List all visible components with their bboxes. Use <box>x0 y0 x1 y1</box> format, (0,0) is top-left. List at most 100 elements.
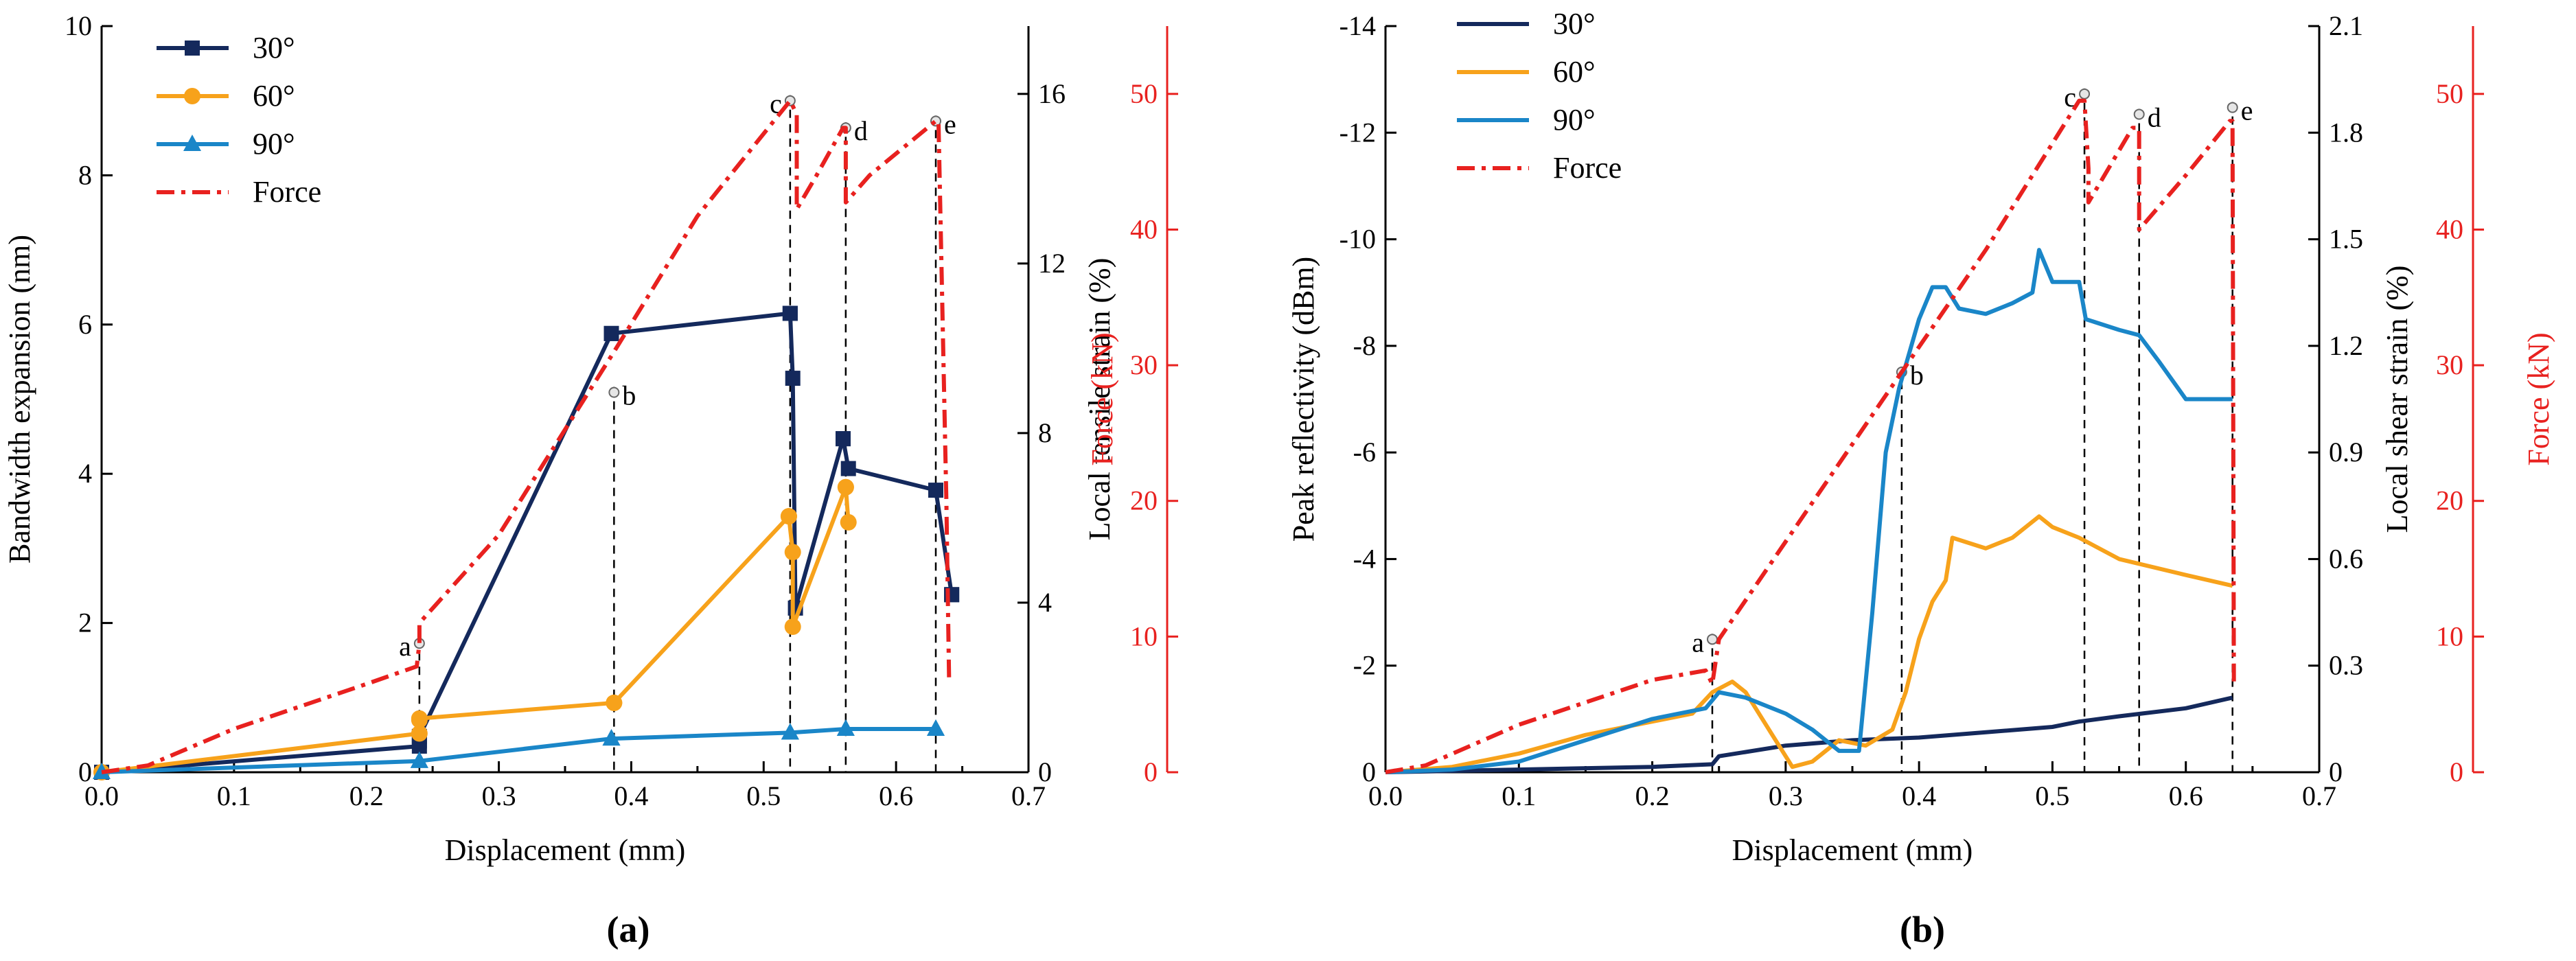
event-label-e: e <box>2241 95 2253 126</box>
event-point-d <box>2133 108 2145 120</box>
left-tick-label: 2 <box>78 607 92 638</box>
event-point-a <box>1707 634 1718 645</box>
left-tick-label: 4 <box>78 458 92 489</box>
x-tick-label: 0.6 <box>2169 780 2203 811</box>
data-point-marker <box>840 461 856 476</box>
x-tick-label: 0.1 <box>217 780 251 811</box>
event-label-a: a <box>1692 627 1704 658</box>
data-point-marker <box>840 513 857 531</box>
event-label-d: d <box>854 115 868 146</box>
right-strain-tick-label: 4 <box>1038 587 1052 618</box>
data-point-marker <box>606 694 623 711</box>
right-force-axis-title: Force (kN) <box>2522 332 2555 465</box>
right-force-tick-label: 40 <box>2436 213 2463 244</box>
data-point-marker <box>411 710 428 727</box>
event-label-d: d <box>2148 102 2161 132</box>
left-tick-label: -2 <box>1353 650 1376 681</box>
data-point-marker <box>836 431 851 447</box>
x-tick-label: 0.2 <box>1635 780 1670 811</box>
panel-label: (a) <box>607 909 650 950</box>
right-strain-tick-label: 0.6 <box>2329 543 2363 574</box>
data-point-marker <box>602 729 621 746</box>
right-force-tick-label: 50 <box>1130 78 1158 109</box>
x-axis-title: Displacement (mm) <box>445 833 686 867</box>
legend-label-2: 90° <box>1553 103 1596 137</box>
x-tick-label: 0.7 <box>1011 780 1046 811</box>
x-tick-label: 0.0 <box>84 780 119 811</box>
right-force-tick-label: 40 <box>1130 213 1158 244</box>
data-point-marker <box>784 544 801 561</box>
right-force-tick-label: 30 <box>2436 349 2463 380</box>
data-point-marker <box>927 719 945 736</box>
x-tick-label: 0.7 <box>2302 780 2336 811</box>
right-force-tick-label: 20 <box>2436 485 2463 516</box>
x-tick-label: 0.1 <box>1502 780 1536 811</box>
legend-label-3: Force <box>1553 151 1622 185</box>
series-line-60deg <box>1385 514 2233 774</box>
legend-label-3: Force <box>253 175 321 209</box>
series-line-force <box>1385 98 2236 774</box>
legend-label-0: 30° <box>1553 7 1596 40</box>
panel-b: 0.0 0.1 0.2 0.3 0.4 0.5 0.6 0.70-2-4-6-8-10-12-… <box>1287 7 2555 950</box>
left-tick-label: 6 <box>78 309 92 340</box>
data-point-marker <box>836 719 855 736</box>
series-line-30deg <box>1385 695 2233 774</box>
right-force-axis-title: Force (kN) <box>1085 332 1119 465</box>
right-strain-axis-title: Local shear strain (%) <box>2380 266 2414 533</box>
right-force-tick-label: 10 <box>1130 621 1158 651</box>
right-force-tick-label: 0 <box>2450 756 2463 787</box>
legend-label-2: 90° <box>253 127 295 161</box>
legend-marker <box>185 40 200 56</box>
data-point-marker <box>782 305 798 321</box>
left-axis-title: Bandwidth expansion (nm) <box>3 235 36 564</box>
event-point-e <box>2227 102 2238 113</box>
event-label-b: b <box>1910 360 1924 391</box>
legend-marker <box>184 88 200 104</box>
right-strain-tick-label: 0.3 <box>2329 650 2363 681</box>
panel-a: 0.0 0.1 0.2 0.3 0.4 0.5 0.6 0.70246810048121601… <box>3 10 1178 950</box>
left-tick-label: 10 <box>65 10 92 41</box>
data-point-marker <box>410 751 428 768</box>
right-strain-tick-label: 12 <box>1038 248 1066 279</box>
left-tick-label: 0 <box>1362 756 1376 787</box>
data-point-marker <box>784 618 801 636</box>
right-strain-tick-label: 1.5 <box>2329 224 2363 255</box>
right-force-tick-label: 10 <box>2436 621 2463 651</box>
left-tick-label: -14 <box>1339 10 1376 41</box>
panel-label: (b) <box>1900 909 1945 950</box>
left-tick-label: -12 <box>1339 117 1376 148</box>
x-axis-title: Displacement (mm) <box>1732 833 1973 867</box>
right-strain-tick-label: 2.1 <box>2329 10 2363 41</box>
left-tick-label: 0 <box>78 756 92 787</box>
right-force-tick-label: 50 <box>2436 78 2463 109</box>
event-label-a: a <box>399 631 411 662</box>
right-strain-tick-label: 0 <box>1038 756 1052 787</box>
x-tick-label: 0.0 <box>1368 780 1403 811</box>
right-force-tick-label: 0 <box>1144 756 1158 787</box>
left-tick-label: -8 <box>1353 330 1376 361</box>
x-tick-label: 0.6 <box>879 780 913 811</box>
right-strain-axis-title: Local tensile strain (%) <box>1083 258 1116 541</box>
x-tick-label: 0.5 <box>2035 780 2069 811</box>
event-point-c <box>2079 88 2091 100</box>
left-tick-label: 8 <box>78 159 92 190</box>
left-tick-label: -4 <box>1353 543 1376 574</box>
right-force-tick-label: 30 <box>1130 349 1158 380</box>
left-axis-title: Peak reflectivity (dBm) <box>1287 257 1320 542</box>
x-tick-label: 0.4 <box>1902 780 1936 811</box>
right-strain-tick-label: 1.2 <box>2329 330 2363 361</box>
event-label-b: b <box>622 380 636 411</box>
event-label-c: c <box>2064 82 2076 113</box>
left-tick-label: -6 <box>1353 437 1376 467</box>
data-point-marker <box>928 483 943 498</box>
series-line-60deg <box>101 485 851 774</box>
data-point-marker <box>781 723 799 740</box>
legend-label-1: 60° <box>1553 55 1596 89</box>
event-point-b <box>608 386 620 398</box>
right-strain-tick-label: 16 <box>1038 78 1066 109</box>
right-strain-tick-label: 0 <box>2329 756 2343 787</box>
x-tick-label: 0.3 <box>482 780 516 811</box>
legend-label-0: 30° <box>253 31 295 65</box>
x-tick-label: 0.5 <box>746 780 781 811</box>
